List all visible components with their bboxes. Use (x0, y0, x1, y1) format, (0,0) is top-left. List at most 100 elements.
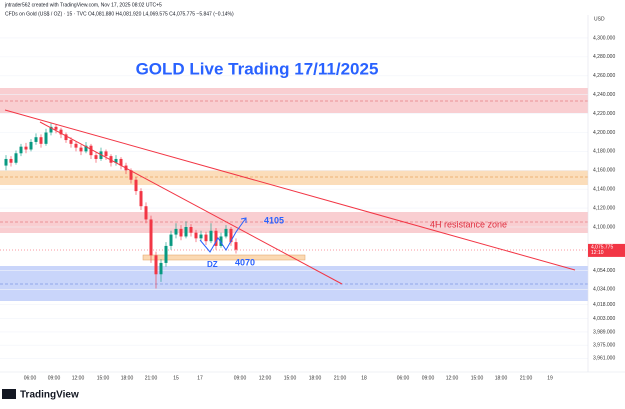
candle-body (89, 145, 93, 156)
grid (0, 37, 588, 359)
annotation: 4105 (264, 215, 284, 225)
last-price-tag (588, 243, 625, 257)
candle-body (39, 137, 43, 144)
candle-body (64, 134, 68, 141)
candle-body (199, 234, 203, 239)
projection-arrow (199, 217, 247, 253)
resistance-zone-top (0, 88, 588, 113)
candle-body (184, 227, 188, 237)
y-tick-label: 4,200.000 (593, 130, 615, 136)
x-tick-label: 15:00 (471, 375, 484, 381)
x-tick-label: 21:00 (334, 375, 347, 381)
candle-body (9, 158, 13, 163)
candle-body (174, 228, 178, 235)
x-tick-label: 21:00 (145, 375, 158, 381)
title: GOLD Live Trading 17/11/2025 (136, 59, 379, 78)
y-tick-label: 4,018.000 (593, 302, 615, 308)
last-price-label: 4,075.775 (591, 245, 613, 251)
candle-body (34, 137, 38, 142)
candle-body (134, 179, 138, 192)
y-tick-label: 4,180.000 (593, 149, 615, 155)
axes: 4,300.000 4,280.000 4,260.000 4,240.000 4,22… (24, 35, 625, 381)
candle-body (149, 219, 153, 256)
candle-body (44, 132, 48, 144)
x-tick-label: 09:00 (48, 375, 61, 381)
x-tick-label: 15 (173, 375, 179, 381)
candle-body (169, 234, 173, 246)
candle-body (234, 242, 238, 250)
candle-body (179, 228, 183, 237)
support-zone (0, 266, 588, 301)
x-tick-label: 18:00 (121, 375, 134, 381)
x-tick-label: 17 (197, 375, 203, 381)
y-tick-label: 4,220.000 (593, 111, 615, 117)
candle-body (139, 191, 143, 207)
x-tick-label: 06:00 (397, 375, 410, 381)
candle-body (104, 151, 108, 157)
y-tick-label: 3,975.000 (593, 342, 615, 348)
demand-zone (142, 254, 306, 261)
candle-body (204, 234, 208, 242)
candle-body (19, 146, 23, 154)
candle-body (69, 140, 73, 144)
candle-body (159, 262, 163, 275)
x-tick-label: 18:00 (495, 375, 508, 381)
candle-body (114, 158, 118, 163)
y-tick-label: 4,003.000 (593, 316, 615, 322)
y-tick-label: 3,961.000 (593, 356, 615, 362)
candle-body (194, 232, 198, 239)
candle-body (79, 147, 83, 152)
candle-body (129, 170, 133, 180)
candle-body (94, 155, 98, 159)
y-tick-label: 3,989.000 (593, 329, 615, 335)
x-tick-label: 12:00 (72, 375, 85, 381)
symbol-legend: CFDs on Gold (US$ / OZ) · 15 · TVC O4,08… (5, 11, 234, 17)
candle-body (84, 145, 88, 152)
annotation: 4H resistance zone (430, 219, 507, 229)
y-tick-label: 4,240.000 (593, 92, 615, 98)
x-tick-label: 09:00 (422, 375, 435, 381)
candle-body (59, 129, 63, 135)
candle-body (4, 158, 8, 166)
x-tick-label: 19 (547, 375, 553, 381)
y-tick-label: 4,140.000 (593, 187, 615, 193)
annotation: DZ (207, 260, 218, 269)
countdown-label: 12:10 (591, 250, 604, 256)
y-tick-label: 4,034.000 (593, 287, 615, 293)
candle-body (214, 230, 218, 246)
candle-body (29, 141, 33, 150)
currency: USD (594, 16, 605, 22)
candles (4, 123, 238, 289)
candle-body (154, 255, 158, 275)
candle-body (209, 230, 213, 242)
y-tick-label: 4,054.000 (593, 268, 615, 274)
trendline (4, 109, 576, 271)
candle-body (49, 126, 53, 133)
candle-body (229, 228, 233, 243)
candle-body (24, 146, 28, 150)
header: jntrader562 created with TradingView.com… (4, 2, 162, 8)
x-tick-label: 06:00 (24, 375, 37, 381)
x-tick-label: 18 (361, 375, 367, 381)
y-tick-label: 4,300.000 (593, 35, 615, 41)
candle-body (219, 236, 223, 246)
arrow-head (240, 217, 247, 223)
candle-body (14, 153, 18, 163)
x-tick-label: 15:00 (284, 375, 297, 381)
y-tick-label: 4,160.000 (593, 168, 615, 174)
x-tick-label: 18:00 (309, 375, 322, 381)
candle-body (54, 126, 58, 130)
annotation: 4070 (235, 257, 255, 267)
x-tick-label: 12:00 (259, 375, 272, 381)
y-tick-label: 4,100.000 (593, 224, 615, 230)
footer-brand: TradingView (20, 390, 79, 401)
y-tick-label: 4,280.000 (593, 54, 615, 60)
x-tick-label: 12:00 (446, 375, 459, 381)
supply-zone (0, 170, 588, 185)
candle-body (109, 156, 113, 163)
y-tick-label: 4,260.000 (593, 73, 615, 79)
trendline (39, 121, 343, 285)
candle-body (119, 158, 123, 166)
